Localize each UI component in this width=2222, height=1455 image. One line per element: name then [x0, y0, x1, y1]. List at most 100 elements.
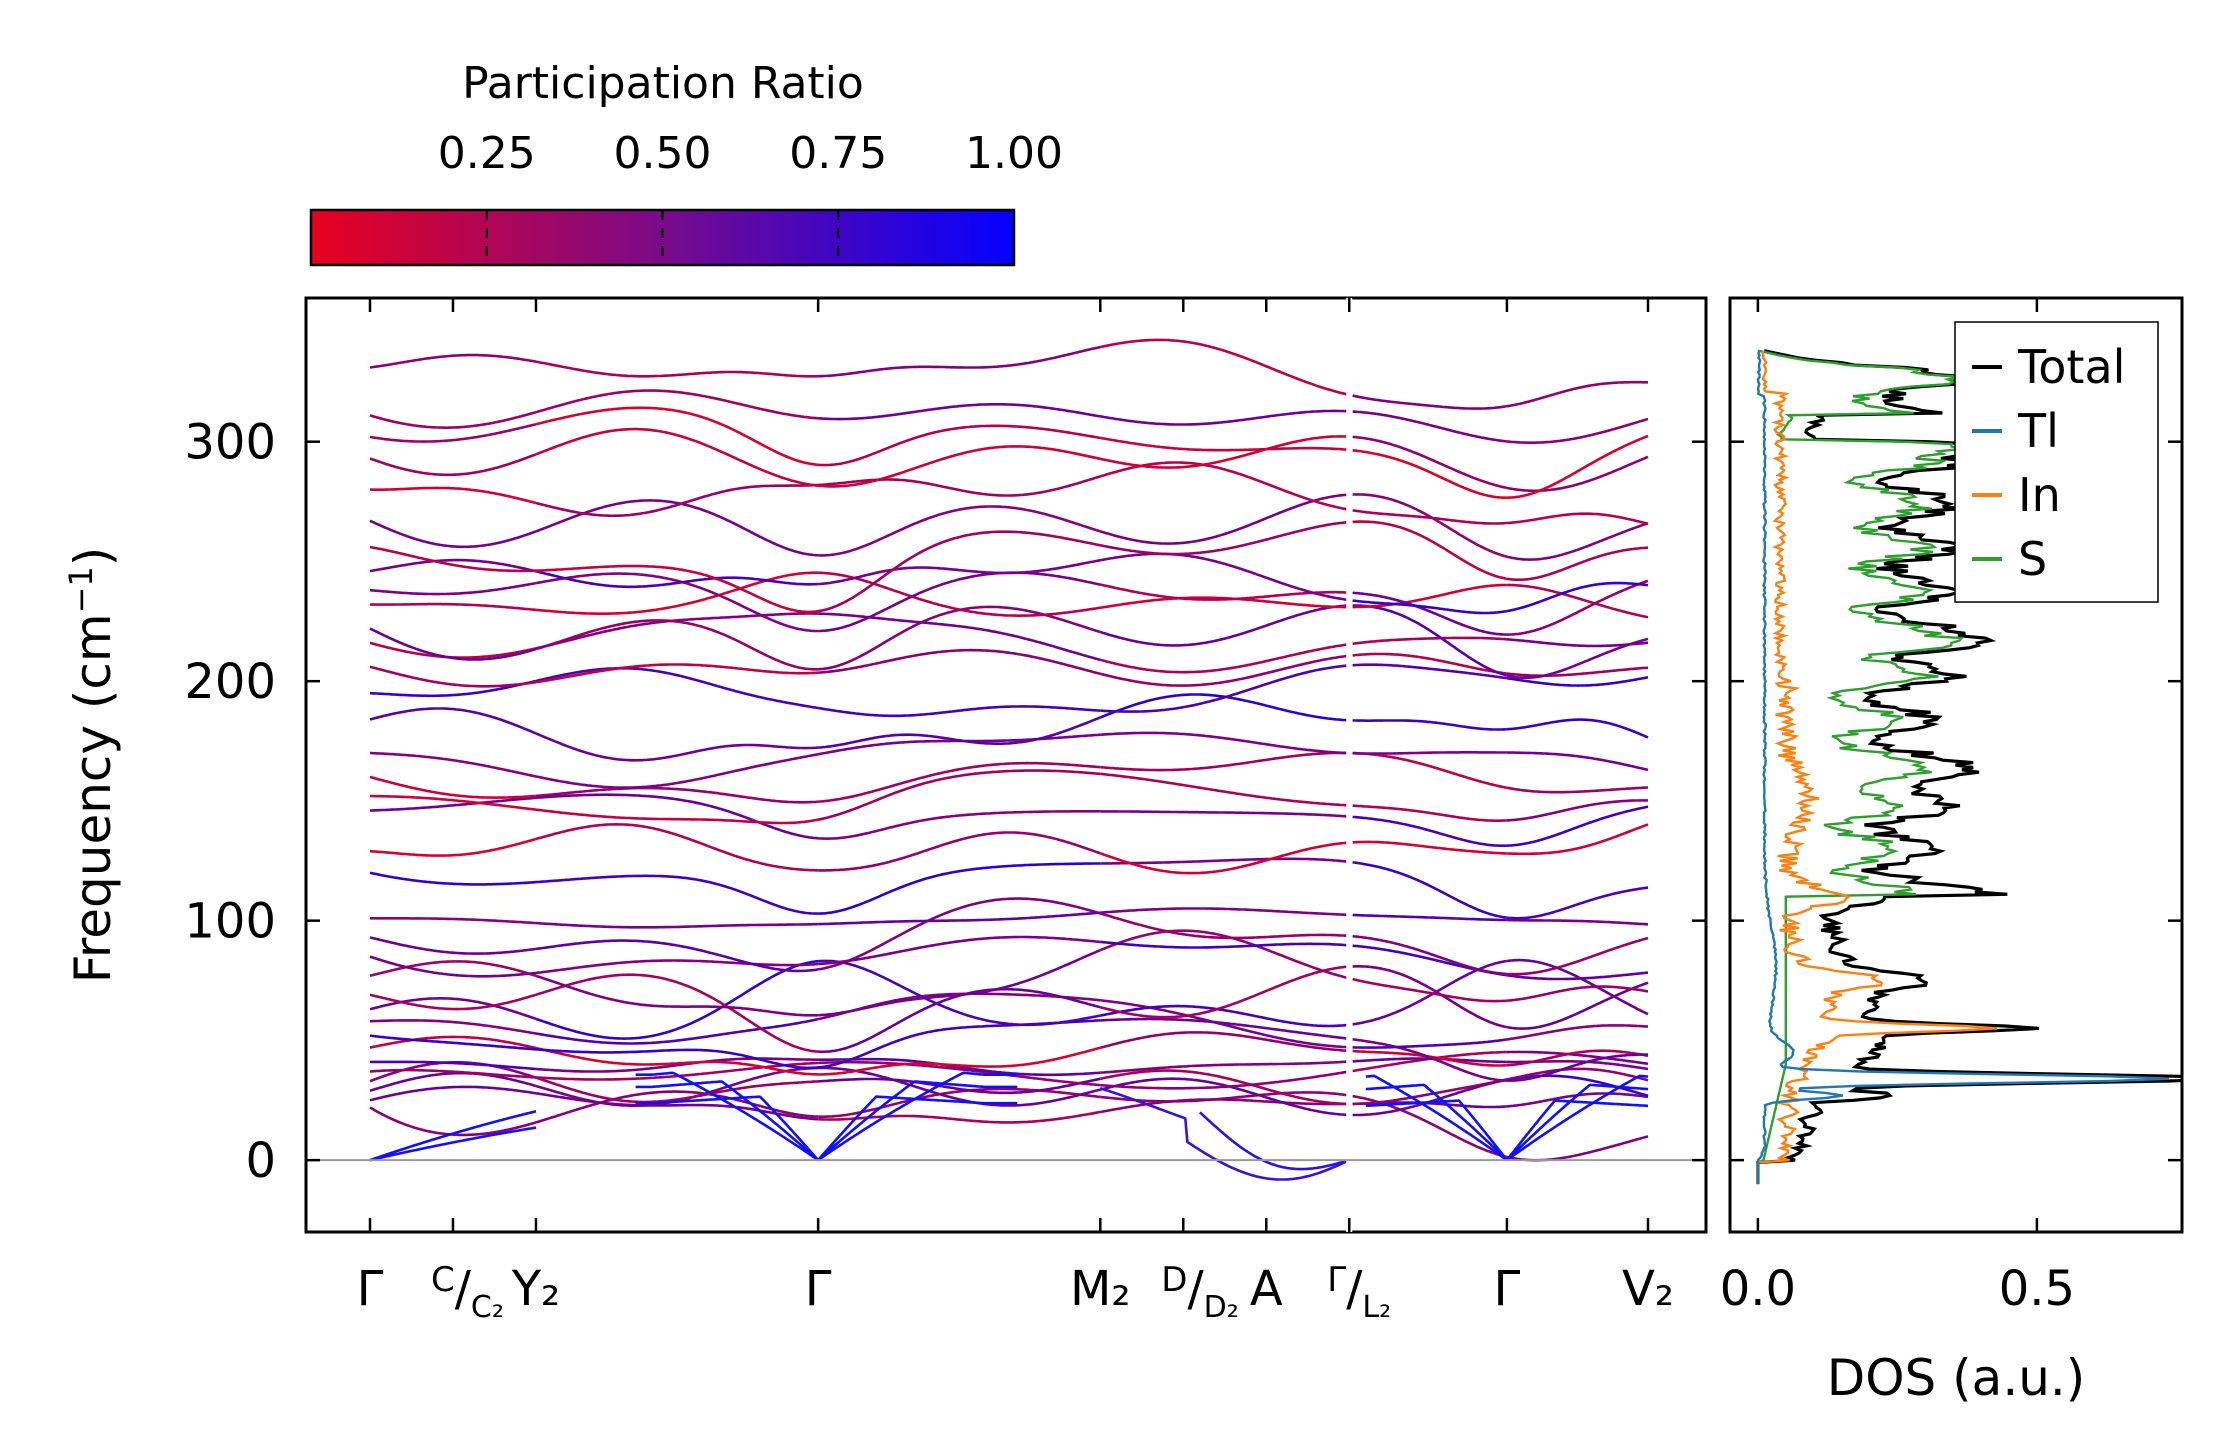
band-line [817, 530, 1101, 613]
band-line [1352, 1038, 1507, 1049]
legend-label: S [2018, 532, 2047, 586]
band-line [1365, 1099, 1508, 1161]
band-line [818, 1087, 1101, 1118]
x-tick-label-sup: Γ [1327, 1260, 1346, 1300]
band-line [1506, 583, 1649, 619]
band-line [369, 837, 537, 857]
band-line [535, 974, 819, 1017]
band-line [1506, 434, 1649, 499]
band-line [818, 1066, 1101, 1107]
band-line [817, 897, 1101, 971]
x-tick-label: Γ [357, 1261, 384, 1317]
band-line [1506, 786, 1649, 794]
band-line [1099, 643, 1349, 674]
band-line [1199, 1111, 1350, 1171]
colorbar-tick-label: 1.00 [965, 128, 1063, 179]
band-line [817, 761, 1101, 803]
band-line [1352, 663, 1508, 680]
band-line [1100, 810, 1349, 818]
band-line [1506, 958, 1649, 1016]
band-line [535, 1057, 819, 1073]
band-line [1100, 1017, 1349, 1040]
band-line [369, 1034, 537, 1051]
band-line [1100, 338, 1349, 396]
band-line [1506, 886, 1649, 920]
band-line [817, 959, 1101, 1027]
dos-x-tick-label: 0.5 [1999, 1261, 2075, 1317]
band-line [369, 1035, 537, 1050]
band-line [1506, 1067, 1649, 1082]
band-line [1352, 719, 1507, 731]
band-line [535, 619, 819, 671]
band-line [370, 1060, 537, 1071]
band-line [818, 505, 1101, 557]
band-line [369, 410, 537, 429]
band-line [817, 935, 1101, 966]
band-line [1506, 1053, 1649, 1082]
band-line [535, 360, 819, 378]
dos-axes: 0.0 0.5 [1720, 298, 2182, 1317]
x-tick-label-slash: / [455, 1261, 472, 1317]
band-line [1506, 985, 1649, 1002]
band-line [369, 353, 537, 369]
band-line [1100, 583, 1349, 601]
band-line [1505, 1099, 1649, 1161]
band-line [1352, 591, 1507, 636]
band-line [1506, 579, 1649, 636]
band-line [817, 1077, 1101, 1095]
band-line [818, 558, 1101, 586]
band-line [818, 949, 1101, 1017]
band-line [369, 871, 537, 886]
band-line [1352, 493, 1508, 558]
band-line [1100, 940, 1349, 949]
band-line [1099, 1077, 1349, 1117]
band-line [1100, 907, 1349, 917]
band-line [535, 1046, 819, 1076]
band-line [818, 1046, 1101, 1076]
band-line [535, 959, 819, 1040]
x-tick-label: D/D₂ [1161, 1260, 1239, 1325]
band-line [1099, 929, 1349, 980]
band-line [1506, 805, 1649, 847]
band-line [1506, 1049, 1649, 1067]
band-line [370, 679, 537, 698]
band-line [1506, 971, 1649, 981]
x-tick-label-sub: L₂ [1362, 1290, 1391, 1325]
band-plot-frame [304, 296, 1708, 1234]
band-line [817, 1071, 1018, 1162]
band-line [1506, 455, 1649, 493]
band-line [1352, 977, 1507, 1003]
band-line [635, 1071, 819, 1162]
band-line [369, 665, 537, 688]
x-tick-label: Γ [1494, 1261, 1521, 1317]
band-line [818, 831, 1101, 872]
band-line [1352, 804, 1507, 822]
band-line [1099, 1087, 1350, 1181]
colorbar-tick-labels: 0.25 0.50 0.75 1.00 [438, 128, 1063, 179]
legend-label: Total [2017, 340, 2125, 394]
band-line [535, 1048, 819, 1070]
band-line [535, 499, 819, 557]
band-line [1352, 840, 1507, 855]
band-line [817, 1060, 1101, 1087]
band-line [535, 406, 819, 467]
band-line [1100, 772, 1349, 807]
band-line [369, 1071, 537, 1092]
band-line [635, 1080, 819, 1162]
band-line [370, 794, 537, 811]
band-line [817, 445, 1101, 488]
band-line [1506, 676, 1649, 687]
y-tick-label: 100 [184, 894, 276, 950]
dos-line-total [1756, 349, 2182, 1185]
band-line [1506, 1074, 1649, 1162]
band-line [1506, 823, 1649, 856]
band-line [535, 793, 819, 840]
band-line [817, 1095, 1018, 1162]
band-line [1352, 751, 1508, 790]
dos-lines [1756, 349, 2182, 1185]
y-axis-title-text: Frequency (cm [64, 613, 122, 983]
band-line [1352, 604, 1508, 677]
band-line [535, 663, 819, 684]
band-line [369, 1126, 537, 1162]
